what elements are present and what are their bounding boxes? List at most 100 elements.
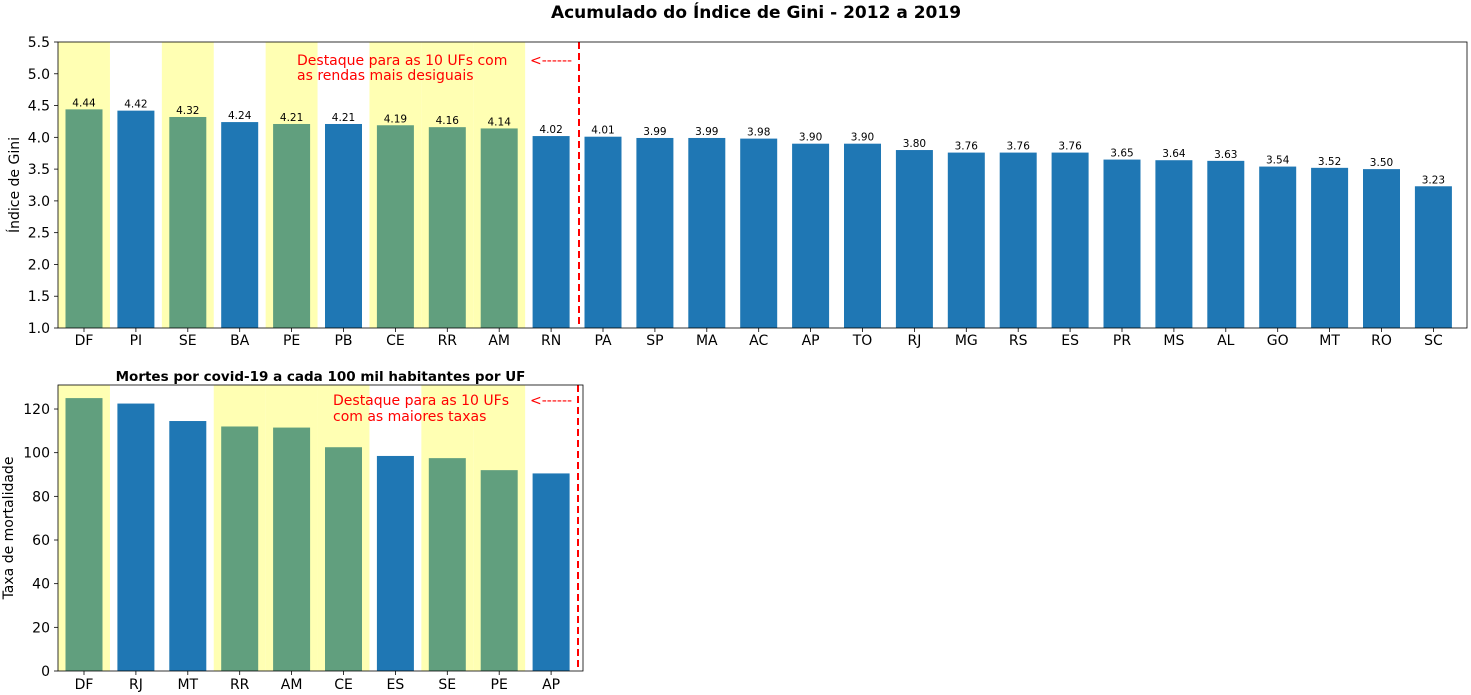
y-axis-title: Índice de Gini xyxy=(6,137,23,233)
bar-value-label-sp: 3.99 xyxy=(643,126,666,138)
bar-value-label-am: 4.14 xyxy=(488,116,512,128)
bar-to xyxy=(844,143,881,328)
bar-value-label-se: 4.32 xyxy=(176,105,199,117)
bar-se xyxy=(428,458,466,671)
bar-value-label-pe: 4.21 xyxy=(280,112,303,124)
annotation-line-1: Destaque para as 10 UFs xyxy=(333,393,509,409)
annotation-line-2: as rendas mais desiguais xyxy=(297,68,474,84)
annotation-arrow: <------ xyxy=(530,393,572,409)
x-tick-label-es: ES xyxy=(1061,333,1079,349)
bar-value-label-rr: 4.16 xyxy=(436,115,460,127)
bar-es xyxy=(376,455,414,671)
x-tick-label-am: AM xyxy=(488,333,510,349)
bar-ba xyxy=(221,122,259,328)
x-tick-label-ms: MS xyxy=(1163,333,1184,349)
x-tick-label-go: GO xyxy=(1267,333,1289,349)
bar-value-label-go: 3.54 xyxy=(1266,155,1290,167)
bar-ce xyxy=(376,125,414,328)
x-tick-label-sc: SC xyxy=(1424,333,1443,349)
bar-value-label-ms: 3.64 xyxy=(1162,148,1186,160)
x-tick-label-pe: PE xyxy=(491,677,508,693)
bar-value-label-sc: 3.23 xyxy=(1422,174,1445,186)
x-tick-label-ma: MA xyxy=(696,333,718,349)
bar-se xyxy=(169,116,207,329)
bar-ro xyxy=(1363,169,1400,328)
y-tick-label: 60 xyxy=(32,533,50,549)
plot-frame xyxy=(57,384,584,672)
y-tick-label: 4.5 xyxy=(28,99,50,115)
bar-ac xyxy=(740,138,778,328)
annotation-line-1: Destaque para as 10 UFs com xyxy=(297,53,507,69)
x-tick-label-es: ES xyxy=(387,677,405,693)
bar-value-label-pb: 4.21 xyxy=(332,112,355,124)
x-tick-label-se: SE xyxy=(179,333,197,349)
bar-ap xyxy=(532,473,570,671)
bar-ms xyxy=(1155,160,1193,328)
bar-ma xyxy=(688,137,726,328)
bar-pe xyxy=(480,470,518,671)
bar-value-label-mg: 3.76 xyxy=(955,141,979,153)
bar-df xyxy=(65,398,103,671)
bar-am xyxy=(480,128,518,328)
y-tick-label: 4.0 xyxy=(28,130,50,146)
y-tick-label: 100 xyxy=(23,446,50,462)
bar-value-label-ba: 4.24 xyxy=(228,110,252,122)
y-tick-label: 1.5 xyxy=(28,289,50,305)
bar-al xyxy=(1207,160,1245,328)
bar-rn xyxy=(532,136,570,328)
bar-pi xyxy=(117,110,155,328)
bar-rj xyxy=(895,150,933,328)
x-tick-label-ba: BA xyxy=(230,333,250,349)
plot-frame xyxy=(57,41,1468,329)
y-tick-label: 5.0 xyxy=(28,67,50,83)
bar-rj xyxy=(117,403,155,671)
bar-value-label-ro: 3.50 xyxy=(1370,157,1393,169)
bar-value-label-pi: 4.42 xyxy=(124,99,147,111)
bar-value-label-rn: 4.02 xyxy=(539,124,562,136)
bar-mt xyxy=(1311,167,1349,328)
chart-title: Mortes por covid-19 a cada 100 mil habit… xyxy=(116,369,526,385)
bar-df xyxy=(65,109,103,328)
bar-value-label-ap: 3.90 xyxy=(799,132,822,144)
bar-value-label-to: 3.90 xyxy=(851,132,874,144)
x-tick-label-rr: RR xyxy=(438,333,458,349)
bar-value-label-pr: 3.65 xyxy=(1110,148,1133,160)
x-tick-label-rj: RJ xyxy=(129,677,143,693)
y-tick-label: 80 xyxy=(32,489,50,505)
x-tick-label-df: DF xyxy=(75,333,94,349)
bar-ap xyxy=(792,143,830,328)
x-tick-label-mg: MG xyxy=(955,333,978,349)
y-tick-label: 1.0 xyxy=(28,321,50,337)
gini-chart: 4.44 4.424.32 4.24 4.21 4.21 4.19 4.16 4.144.02… xyxy=(6,35,1468,349)
bar-sp xyxy=(636,137,674,328)
bar-value-label-df: 4.44 xyxy=(72,97,96,109)
bar-sc xyxy=(1414,186,1452,328)
x-tick-label-rs: RS xyxy=(1009,333,1028,349)
bar-value-label-es: 3.76 xyxy=(1058,141,1082,153)
x-tick-label-pe: PE xyxy=(283,333,300,349)
x-tick-label-am: AM xyxy=(281,677,303,693)
y-axis-title: Taxa de mortalidade xyxy=(1,457,17,601)
x-tick-label-df: DF xyxy=(75,677,94,693)
x-tick-label-mt: MT xyxy=(177,677,198,693)
bar-value-label-rj: 3.80 xyxy=(903,138,926,150)
x-tick-label-pa: PA xyxy=(594,333,612,349)
bar-value-label-mt: 3.52 xyxy=(1318,156,1341,168)
x-tick-label-pr: PR xyxy=(1113,333,1131,349)
x-tick-label-sp: SP xyxy=(646,333,663,349)
bar-value-label-rs: 3.76 xyxy=(1007,141,1031,153)
x-tick-label-mt: MT xyxy=(1319,333,1340,349)
bar-go xyxy=(1259,166,1297,328)
x-tick-label-to: TO xyxy=(852,333,873,349)
x-tick-label-ap: AP xyxy=(802,333,820,349)
bar-pb xyxy=(325,123,362,328)
y-tick-label: 120 xyxy=(23,402,50,418)
bar-value-label-al: 3.63 xyxy=(1214,149,1237,161)
bar-mg xyxy=(947,152,985,328)
y-tick-label: 3.0 xyxy=(28,194,50,210)
x-tick-label-ap: AP xyxy=(542,677,560,693)
bar-rr xyxy=(428,127,466,328)
x-tick-label-ce: CE xyxy=(386,333,405,349)
